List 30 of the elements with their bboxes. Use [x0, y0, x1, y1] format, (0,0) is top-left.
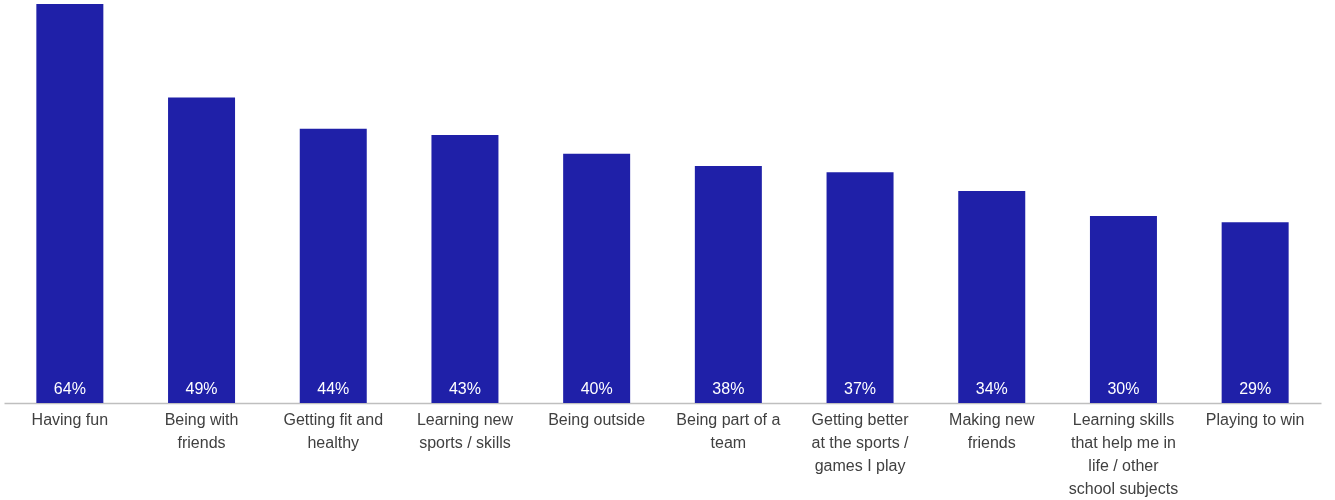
x-tick-label: Having fun: [31, 410, 109, 428]
x-tick-label: Getting better at the sports / games I play: [811, 410, 910, 474]
data-label: 49%: [185, 380, 218, 397]
bar: [168, 97, 236, 403]
data-label: 29%: [1239, 380, 1272, 397]
x-tick-label: Being outside: [548, 410, 646, 428]
bar: [694, 166, 762, 403]
x-tick-label: Playing to win: [1205, 410, 1305, 428]
bar: [563, 153, 631, 403]
bar: [826, 172, 894, 403]
bar: [299, 128, 367, 403]
data-label: 43%: [448, 380, 481, 397]
bar: [431, 134, 499, 403]
data-label: 64%: [53, 380, 86, 397]
data-label: 37%: [844, 380, 877, 397]
data-label: 38%: [712, 380, 745, 397]
x-tick-label: Learning new sports / skills: [416, 410, 514, 451]
data-label: 34%: [975, 380, 1008, 397]
x-tick-label: Getting fit and healthy: [283, 410, 384, 451]
bar: [958, 191, 1026, 403]
data-label: 30%: [1107, 380, 1140, 397]
data-label: 40%: [580, 380, 613, 397]
x-tick-label: Learning skills that help me in life / other school subjects: [1068, 410, 1179, 497]
x-tick-label: Being part of a team: [676, 410, 781, 451]
x-tick-label: Being with friends: [164, 410, 239, 451]
bar: [36, 4, 104, 403]
bar: [1221, 222, 1289, 403]
data-label: 44%: [317, 380, 350, 397]
bar: [1089, 215, 1157, 403]
x-tick-label: Making new friends: [949, 410, 1035, 451]
